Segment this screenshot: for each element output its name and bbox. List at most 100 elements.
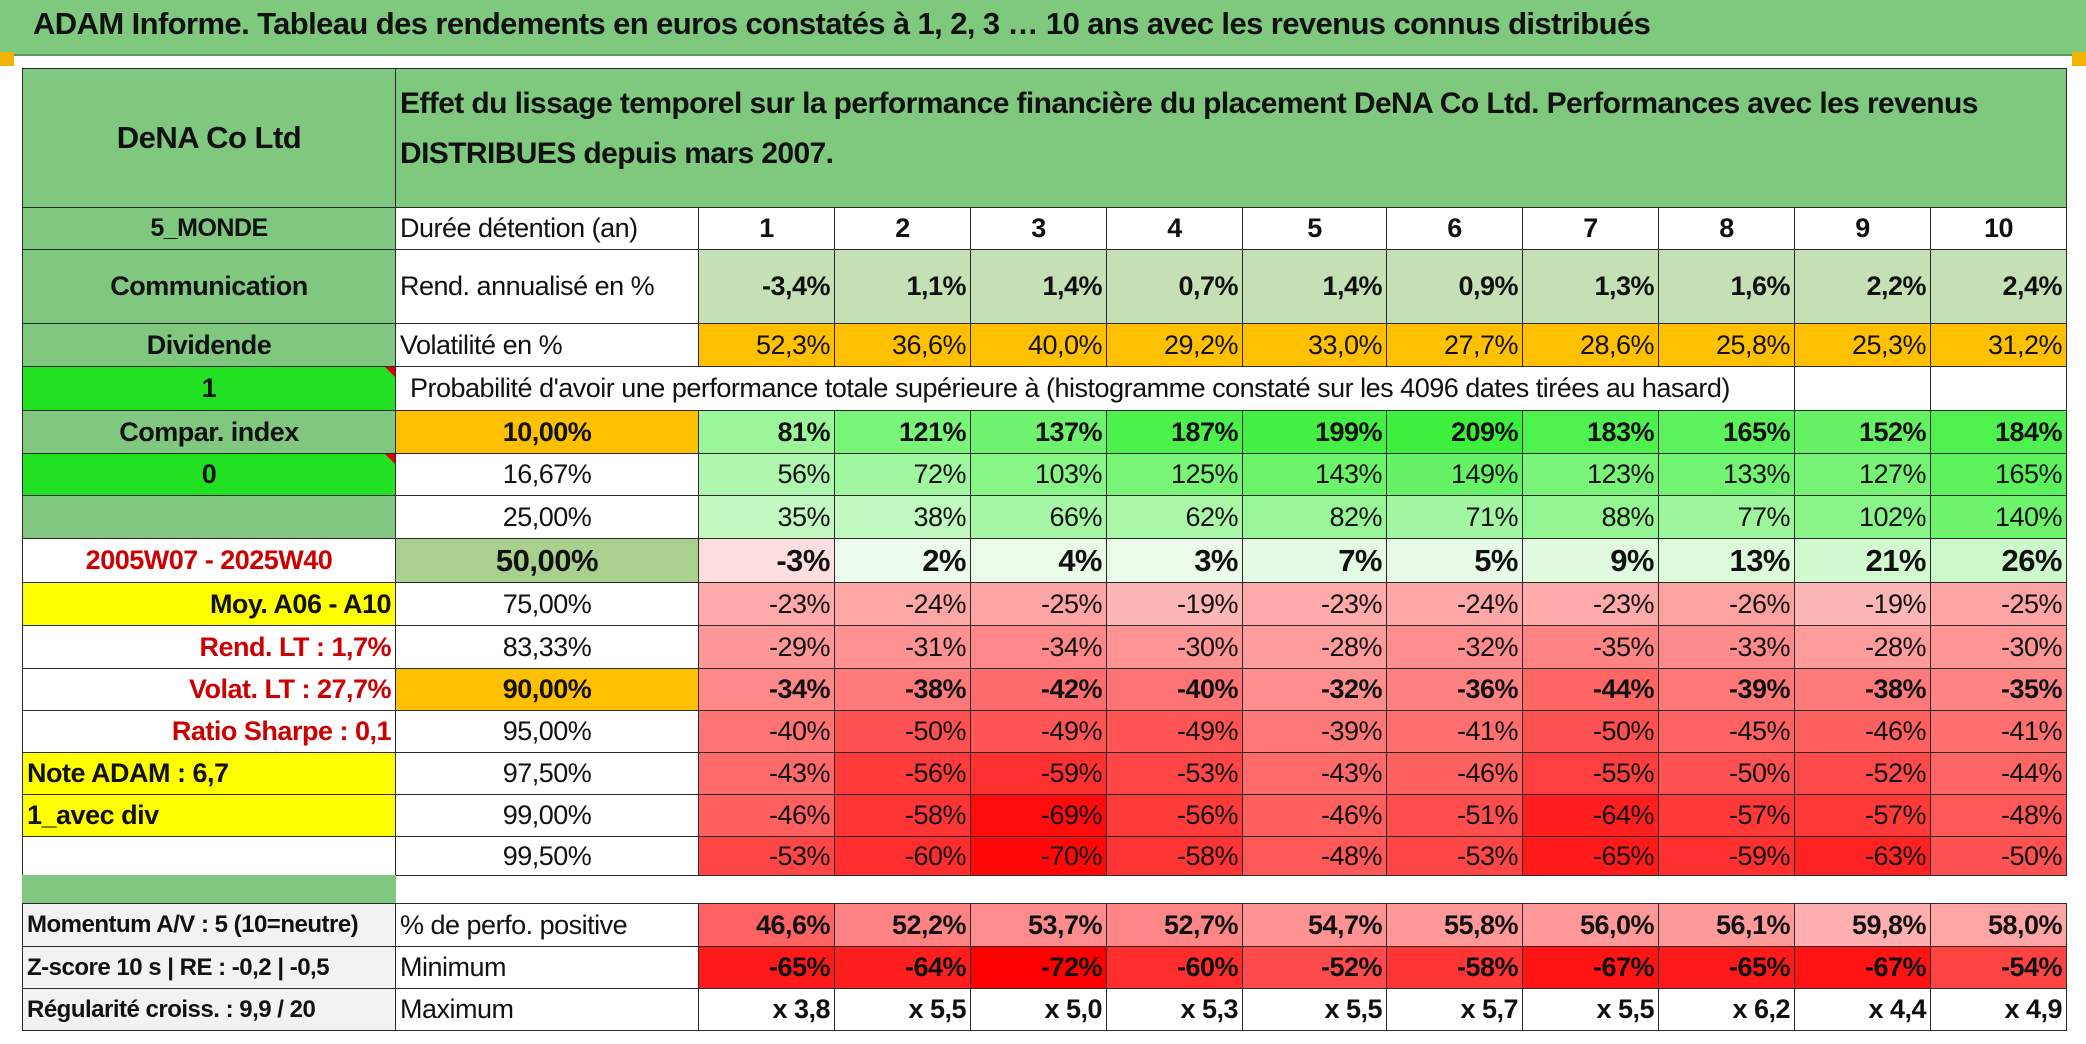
duration-header: 7 [1522,207,1659,250]
vol-value: 29,2% [1106,323,1243,367]
positive-perf-value: 52,2% [834,903,971,947]
left-filler [22,836,396,876]
percentile-value: -42% [970,668,1107,711]
percentile-value: -19% [1794,582,1931,626]
percentile-value: 26% [1930,538,2067,583]
empty-cell [1930,366,2067,411]
regularite-label: Régularité croiss. : 9,9 / 20 [22,988,396,1031]
percentile-value: -50% [1930,836,2067,876]
duration-header: 4 [1106,207,1243,250]
vol-value: 33,0% [1242,323,1387,367]
percentile-value: -33% [1658,625,1795,669]
percentile-value: 199% [1242,410,1387,454]
percentile-value: -59% [1658,836,1795,876]
empty-cell [1794,366,1931,411]
percentile-value: 35% [698,495,835,539]
maximum-value: x 3,8 [698,988,835,1031]
percentile-value: -43% [1242,752,1387,795]
percentile-value: -28% [1242,625,1387,669]
company-name: DeNA Co Ltd [22,68,396,208]
duration-header: 1 [698,207,835,250]
percentile-value: 152% [1794,410,1931,454]
percentile-value: -46% [698,794,835,837]
percentile-value: -38% [1794,668,1931,711]
percentile-label: 10,00% [395,410,699,454]
rend-value: 2,4% [1930,249,2067,324]
positive-perf-value: 53,7% [970,903,1107,947]
minimum-value: -58% [1386,946,1523,989]
percentile-value: -46% [1794,710,1931,753]
percentile-value: -39% [1242,710,1387,753]
percentile-value: 209% [1386,410,1523,454]
percentile-value: -23% [1242,582,1387,626]
percentile-value: -53% [698,836,835,876]
percentile-label: 99,50% [395,836,699,876]
ratio-sharpe: Ratio Sharpe : 0,1 [22,710,396,753]
rend-value: 1,4% [1242,249,1387,324]
minimum-value: -60% [1106,946,1243,989]
corner-marker-left [0,52,14,66]
percentile-value: -70% [970,836,1107,876]
percentile-value: -57% [1794,794,1931,837]
duration-header: 3 [970,207,1107,250]
percentile-label: 97,50% [395,752,699,795]
rend-value: 1,4% [970,249,1107,324]
duration-header: 6 [1386,207,1523,250]
percentile-value: -43% [698,752,835,795]
positive-perf-value: 54,7% [1242,903,1387,947]
rend-value: 0,9% [1386,249,1523,324]
positive-perf-value: 52,7% [1106,903,1243,947]
minimum-value: -65% [698,946,835,989]
percentile-value: -35% [1522,625,1659,669]
max-label: Maximum [395,988,699,1031]
percentile-value: -19% [1106,582,1243,626]
positive-perf-value: 59,8% [1794,903,1931,947]
compar-label: Compar. index [22,410,396,454]
percentile-value: 21% [1794,538,1931,583]
percentile-value: 5% [1386,538,1523,583]
duration-header: 2 [834,207,971,250]
percentile-value: -30% [1930,625,2067,669]
rend-lt: Rend. LT : 1,7% [22,625,396,669]
duration-header: 8 [1658,207,1795,250]
rend-value: 2,2% [1794,249,1931,324]
percentile-value: -39% [1658,668,1795,711]
percentile-value: -64% [1522,794,1659,837]
percentile-value: 77% [1658,495,1795,539]
percentile-value: -55% [1522,752,1659,795]
percentile-value: -41% [1386,710,1523,753]
percentile-value: -40% [1106,668,1243,711]
percentile-value: -53% [1386,836,1523,876]
minimum-value: -65% [1658,946,1795,989]
period-label: 2005W07 - 2025W40 [22,538,396,583]
minimum-value: -72% [970,946,1107,989]
percentile-value: -41% [1930,710,2067,753]
percentile-value: -48% [1930,794,2067,837]
vol-value: 31,2% [1930,323,2067,367]
positive-perf-value: 56,1% [1658,903,1795,947]
percentile-value: 133% [1658,453,1795,496]
percentile-value: -38% [834,668,971,711]
percentile-label: 16,67% [395,453,699,496]
vol-value: 28,6% [1522,323,1659,367]
sector-label: Communication [22,249,396,324]
percentile-value: -63% [1794,836,1931,876]
percentile-label: 50,00% [395,538,699,583]
percentile-value: 4% [970,538,1107,583]
percentile-value: 143% [1242,453,1387,496]
percentile-value: -34% [698,668,835,711]
region-label: 5_MONDE [22,207,396,250]
percentile-value: 103% [970,453,1107,496]
percentile-value: -53% [1106,752,1243,795]
vol-value: 25,3% [1794,323,1931,367]
volat-lt: Volat. LT : 27,7% [22,668,396,711]
duration-header: 5 [1242,207,1387,250]
vol-value: 25,8% [1658,323,1795,367]
percentile-value: -50% [834,710,971,753]
left-filler [22,495,396,539]
percentile-value: -24% [1386,582,1523,626]
percentile-value: 165% [1930,453,2067,496]
dividend-label: Dividende [22,323,396,367]
compar-value: 0 [22,453,396,496]
table-description: Effet du lissage temporel sur la perform… [395,68,2067,208]
